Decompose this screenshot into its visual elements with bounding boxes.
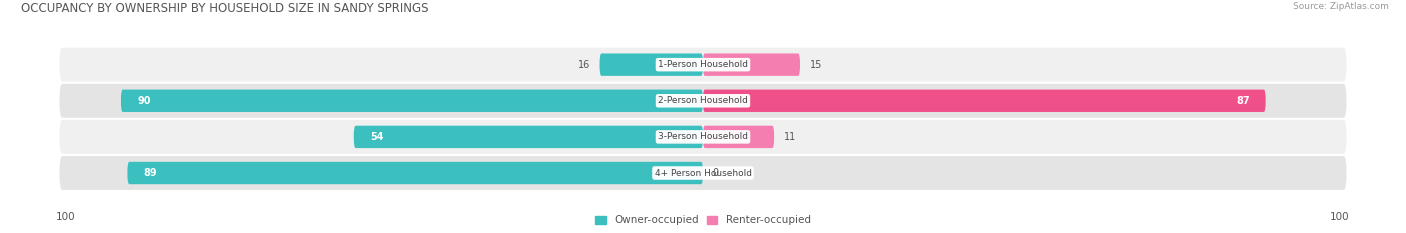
Text: 4+ Person Household: 4+ Person Household (655, 168, 751, 178)
FancyBboxPatch shape (59, 84, 1347, 118)
Text: 3-Person Household: 3-Person Household (658, 132, 748, 141)
Text: OCCUPANCY BY OWNERSHIP BY HOUSEHOLD SIZE IN SANDY SPRINGS: OCCUPANCY BY OWNERSHIP BY HOUSEHOLD SIZE… (21, 2, 429, 15)
FancyBboxPatch shape (354, 126, 703, 148)
FancyBboxPatch shape (703, 53, 800, 76)
FancyBboxPatch shape (703, 126, 775, 148)
FancyBboxPatch shape (703, 89, 1265, 112)
Text: 89: 89 (143, 168, 157, 178)
Text: 90: 90 (138, 96, 150, 106)
FancyBboxPatch shape (121, 89, 703, 112)
Text: 54: 54 (370, 132, 384, 142)
Legend: Owner-occupied, Renter-occupied: Owner-occupied, Renter-occupied (595, 216, 811, 226)
FancyBboxPatch shape (599, 53, 703, 76)
Text: 1-Person Household: 1-Person Household (658, 60, 748, 69)
Text: 16: 16 (578, 60, 591, 70)
Text: 87: 87 (1236, 96, 1250, 106)
Text: 0: 0 (713, 168, 718, 178)
Text: 11: 11 (785, 132, 796, 142)
FancyBboxPatch shape (59, 48, 1347, 82)
FancyBboxPatch shape (59, 156, 1347, 190)
FancyBboxPatch shape (59, 120, 1347, 154)
Text: 100: 100 (1330, 212, 1350, 222)
FancyBboxPatch shape (128, 162, 703, 184)
Text: 100: 100 (56, 212, 76, 222)
Text: Source: ZipAtlas.com: Source: ZipAtlas.com (1294, 2, 1389, 11)
Text: 2-Person Household: 2-Person Household (658, 96, 748, 105)
Text: 15: 15 (810, 60, 823, 70)
